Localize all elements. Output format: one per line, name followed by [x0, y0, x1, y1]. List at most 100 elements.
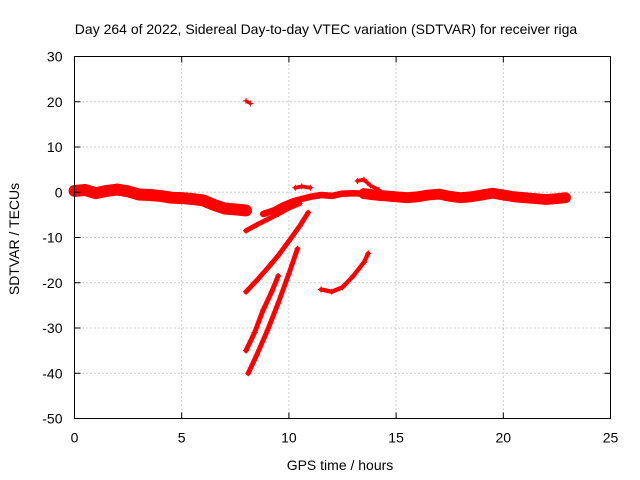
data-point	[275, 210, 282, 217]
series-baseline-right	[358, 187, 571, 205]
data-point	[305, 209, 312, 216]
y-tick-label: 30	[47, 49, 63, 65]
data-point	[425, 191, 432, 198]
data-point	[360, 259, 367, 266]
data-point	[298, 183, 305, 190]
data-point	[260, 210, 267, 217]
data-point	[243, 347, 250, 354]
grid	[74, 56, 611, 419]
y-tick-label: 20	[47, 94, 63, 110]
series-track-1	[243, 200, 303, 234]
data-point	[468, 193, 475, 200]
data-point	[339, 284, 346, 291]
y-tick-label: 0	[55, 184, 63, 200]
data-series	[68, 97, 571, 377]
data-point	[178, 195, 185, 202]
series-band	[259, 189, 368, 218]
data-point	[553, 195, 560, 202]
data-point	[393, 193, 400, 200]
x-tick-label: 0	[71, 430, 79, 446]
data-point	[382, 192, 389, 199]
x-tick-label: 5	[178, 430, 186, 446]
data-point	[354, 177, 361, 184]
data-point	[350, 190, 357, 197]
data-point	[285, 238, 292, 245]
data-point	[294, 245, 301, 252]
series-bump-1	[292, 183, 314, 191]
data-point	[543, 196, 550, 203]
data-point	[264, 216, 271, 223]
data-point	[253, 221, 260, 228]
data-point	[371, 191, 378, 198]
data-point	[279, 202, 286, 209]
series-band	[68, 183, 252, 217]
data-point	[350, 272, 357, 279]
data-point	[414, 193, 421, 200]
y-tick-label: -20	[42, 275, 62, 291]
data-point	[403, 194, 410, 201]
x-tick-label: 15	[388, 430, 404, 446]
y-tick-label: -10	[42, 230, 62, 246]
data-point	[245, 370, 252, 377]
data-point	[360, 176, 367, 183]
x-axis-label: GPS time / hours	[287, 457, 394, 473]
series-baseline-left	[68, 183, 252, 217]
data-point	[489, 190, 496, 197]
series-band	[245, 246, 300, 376]
y-tick-label: -40	[42, 365, 62, 381]
y-axis-label: SDTVAR / TECUs	[6, 183, 22, 295]
series-track-3	[243, 272, 282, 354]
data-point	[375, 186, 382, 193]
data-point	[243, 207, 250, 214]
data-point	[307, 193, 314, 200]
data-point	[446, 193, 453, 200]
series-band	[318, 251, 371, 294]
data-point	[275, 272, 282, 279]
data-point	[253, 277, 260, 284]
y-tick-label: -50	[42, 411, 62, 427]
data-point	[200, 197, 207, 204]
data-point	[365, 250, 372, 257]
series-band	[355, 177, 381, 192]
axis-ticks: 0 5 10 15 20 25 30 20 10 0 -10 -20 -30 -40 -50	[42, 49, 618, 446]
y-tick-label: 10	[47, 139, 63, 155]
series-bump-2	[354, 176, 382, 193]
series-band	[243, 201, 303, 234]
data-point	[292, 184, 299, 191]
data-point	[82, 186, 89, 193]
data-point	[157, 192, 164, 199]
data-point	[318, 286, 325, 293]
data-point	[435, 191, 442, 198]
y-tick-label: -30	[42, 320, 62, 336]
data-point	[243, 97, 250, 104]
chart-title: Day 264 of 2022, Sidereal Day-to-day VTE…	[75, 21, 578, 37]
data-point	[296, 223, 303, 230]
x-tick-label: 25	[603, 430, 619, 446]
data-point	[521, 194, 528, 201]
x-tick-label: 10	[281, 430, 297, 446]
data-point	[296, 200, 303, 207]
data-point	[339, 190, 346, 197]
data-point	[307, 184, 314, 191]
series-track-2	[243, 209, 312, 295]
data-point	[125, 188, 132, 195]
data-point	[243, 288, 250, 295]
data-point	[189, 196, 196, 203]
data-point	[243, 227, 250, 234]
series-track-4	[245, 245, 301, 377]
data-point	[285, 270, 292, 277]
series-track-5	[318, 250, 372, 295]
data-point	[210, 201, 217, 208]
data-point	[478, 191, 485, 198]
data-point	[146, 191, 153, 198]
data-point	[511, 193, 518, 200]
data-point	[232, 206, 239, 213]
data-point	[251, 329, 258, 336]
data-point	[285, 205, 292, 212]
data-point	[298, 196, 305, 203]
data-point	[457, 194, 464, 201]
data-point	[500, 191, 507, 198]
data-point	[253, 352, 260, 359]
data-point	[264, 265, 271, 272]
